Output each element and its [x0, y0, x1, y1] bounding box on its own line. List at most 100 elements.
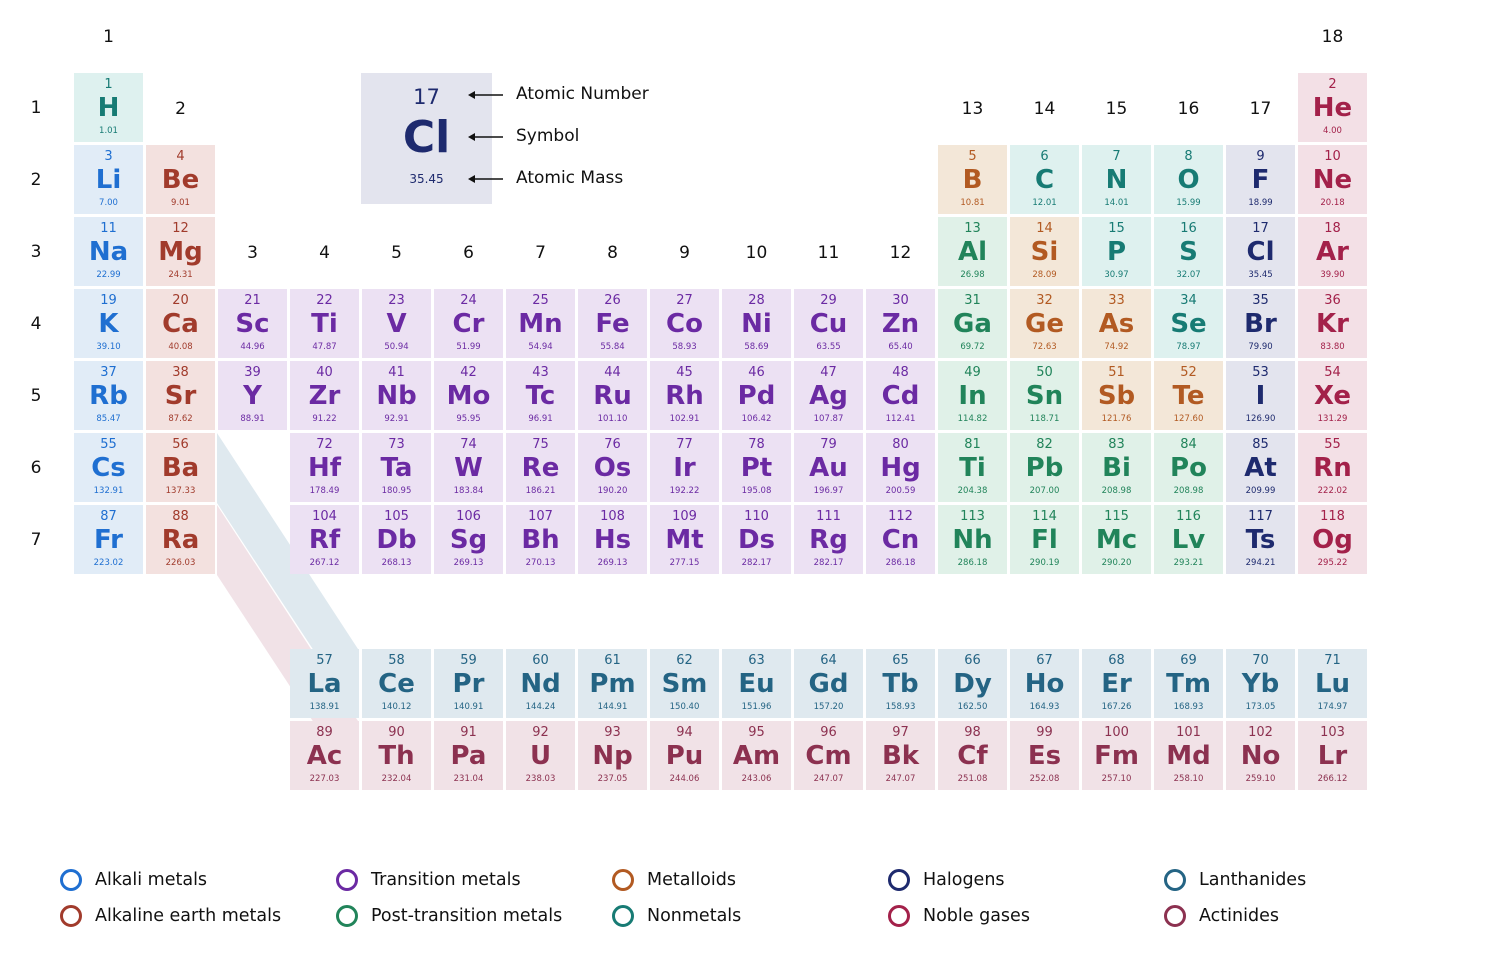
atomic-number: 8	[1184, 149, 1193, 164]
element-tile: 89 Ac 227.03	[290, 721, 359, 790]
atomic-number: 104	[312, 509, 337, 524]
lanthanide-connector	[217, 433, 358, 718]
element-tile: 49 In 114.82	[938, 361, 1007, 430]
element-tile: 104 Rf 267.12	[290, 505, 359, 574]
atomic-mass: 231.04	[453, 774, 484, 784]
element-symbol: Rg	[809, 525, 848, 555]
legend-label: Nonmetals	[647, 906, 742, 926]
element-symbol: Ts	[1245, 525, 1276, 555]
element-tile: 92 U 238.03	[506, 721, 575, 790]
element-symbol: Ba	[161, 453, 200, 483]
element-symbol: N	[1105, 165, 1128, 195]
element-tile: 2 He 4.00	[1298, 73, 1367, 142]
element-tile: 6 C 12.01	[1010, 145, 1079, 214]
atomic-number: 69	[1180, 653, 1197, 668]
key-atomic-mass-label: Atomic Mass	[516, 168, 624, 188]
element-tile: 106 Sg 269.13	[434, 505, 503, 574]
element-symbol: Po	[1170, 453, 1207, 483]
atomic-number: 91	[460, 725, 477, 740]
element-symbol: Cm	[805, 741, 852, 771]
atomic-mass: 32.07	[1176, 270, 1201, 280]
element-tile: 15 P 30.97	[1082, 217, 1151, 286]
atomic-number: 74	[460, 437, 477, 452]
atomic-number: 23	[388, 293, 405, 308]
element-symbol: P	[1106, 237, 1127, 267]
element-symbol: Rn	[1313, 453, 1352, 483]
legend-ring-icon	[60, 905, 82, 927]
element-symbol: Ga	[953, 309, 992, 339]
element-tile: 11 Na 22.99	[74, 217, 143, 286]
element-symbol: Ce	[378, 669, 415, 699]
element-tile: 73 Ta 180.95	[362, 433, 431, 502]
element-symbol: Ds	[737, 525, 776, 555]
element-tile: 20 Ca 40.08	[146, 289, 215, 358]
element-tile: 38 Sr 87.62	[146, 361, 215, 430]
group-label: 16	[1177, 99, 1200, 119]
element-symbol: I	[1255, 381, 1266, 411]
atomic-number: 54	[1324, 365, 1341, 380]
atomic-mass: 208.98	[1173, 486, 1204, 496]
element-symbol: O	[1177, 165, 1200, 195]
element-tile: 75 Re 186.21	[506, 433, 575, 502]
atomic-number: 19	[100, 293, 117, 308]
atomic-mass: 72.63	[1032, 342, 1057, 352]
element-tile: 39 Y 88.91	[218, 361, 287, 430]
atomic-number: 50	[1036, 365, 1053, 380]
element-symbol: Pm	[589, 669, 636, 699]
group-label: 5	[391, 243, 402, 263]
element-symbol: Os	[593, 453, 632, 483]
element-symbol: Ca	[162, 309, 199, 339]
atomic-number: 108	[600, 509, 625, 524]
element-symbol: W	[454, 453, 483, 483]
atomic-number: 98	[964, 725, 981, 740]
element-tile: 82 Pb 207.00	[1010, 433, 1079, 502]
period-label: 4	[30, 314, 42, 334]
atomic-number: 73	[388, 437, 405, 452]
element-tile: 55 Rn 222.02	[1298, 433, 1367, 502]
element-tile: 54 Xe 131.29	[1298, 361, 1367, 430]
atomic-mass: 178.49	[309, 486, 340, 496]
element-tile: 65 Tb 158.93	[866, 649, 935, 718]
element-tile: 90 Th 232.04	[362, 721, 431, 790]
atomic-mass: 47.87	[312, 342, 337, 352]
period-label: 7	[30, 530, 42, 550]
atomic-mass: 12.01	[1032, 198, 1057, 208]
element-symbol: Tc	[525, 381, 556, 411]
element-tile: 88 Ra 226.03	[146, 505, 215, 574]
element-tile: 95 Am 243.06	[722, 721, 791, 790]
atomic-mass: 131.29	[1317, 414, 1348, 424]
atomic-number: 5	[968, 149, 977, 164]
atomic-number: 45	[676, 365, 693, 380]
atomic-number: 59	[460, 653, 477, 668]
element-tile: 56 Ba 137.33	[146, 433, 215, 502]
atomic-number: 85	[1252, 437, 1269, 452]
element-symbol: Au	[809, 453, 848, 483]
actinide-connector	[217, 505, 358, 790]
atomic-mass: 112.41	[885, 414, 916, 424]
element-symbol: Sn	[1025, 381, 1064, 411]
period-label: 5	[30, 386, 42, 406]
element-tile: 87 Fr 223.02	[74, 505, 143, 574]
atomic-mass: 269.13	[597, 558, 628, 568]
atomic-mass: 132.91	[93, 486, 124, 496]
element-symbol: No	[1240, 741, 1281, 771]
element-symbol: Mc	[1095, 525, 1138, 555]
atomic-number: 80	[892, 437, 909, 452]
element-symbol: Te	[1172, 381, 1205, 411]
atomic-mass: 243.06	[741, 774, 772, 784]
atomic-number: 33	[1108, 293, 1125, 308]
atomic-mass: 282.17	[741, 558, 772, 568]
legend-label: Noble gases	[923, 906, 1030, 926]
group-label: 12	[889, 243, 912, 263]
element-symbol: Nd	[520, 669, 561, 699]
element-tile: 96 Cm 247.07	[794, 721, 863, 790]
element-symbol: Li	[95, 165, 122, 195]
atomic-mass: 22.99	[96, 270, 121, 280]
element-tile: 74 W 183.84	[434, 433, 503, 502]
atomic-mass: 251.08	[957, 774, 988, 784]
element-symbol: Fm	[1094, 741, 1139, 771]
element-symbol: Ru	[593, 381, 632, 411]
atomic-number: 53	[1252, 365, 1269, 380]
group-label: 11	[817, 243, 840, 263]
element-tile: 69 Tm 168.93	[1154, 649, 1223, 718]
